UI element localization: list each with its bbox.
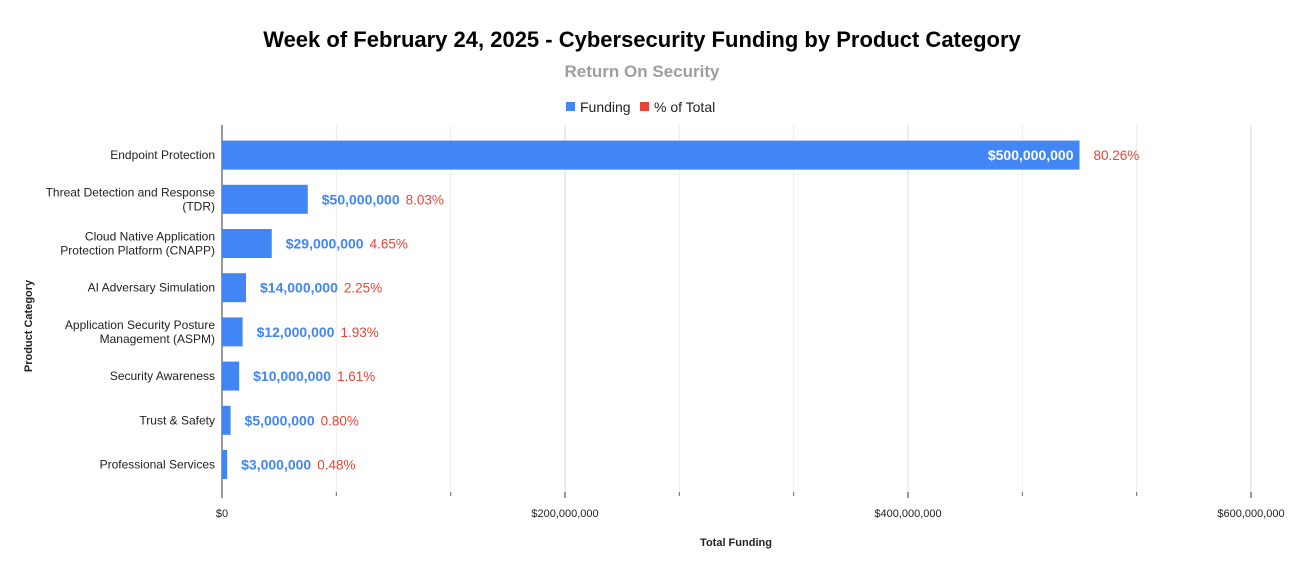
category-label: Trust & Safety bbox=[139, 413, 215, 427]
category-label: (TDR) bbox=[182, 199, 215, 213]
bar-funding bbox=[222, 184, 308, 214]
data-labels: $500,000,000 80.26% $50,000,000 8.03% $29,00… bbox=[241, 147, 1139, 472]
funding-value-label: $14,000,000 bbox=[260, 280, 338, 296]
percent-value-label: 80.26% bbox=[1094, 148, 1140, 163]
category-label: Management (ASPM) bbox=[100, 332, 215, 346]
bar-funding bbox=[222, 317, 243, 347]
bar-funding bbox=[222, 450, 228, 479]
funding-value-label: $500,000,000 bbox=[988, 147, 1074, 163]
funding-value-label: $3,000,000 bbox=[241, 457, 311, 473]
x-tick-labels: $0 $200,000,000 $400,000,000 $600,000,000 bbox=[216, 508, 1285, 520]
legend-label-percent: % of Total bbox=[654, 99, 715, 115]
percent-value-label: 8.03% bbox=[406, 192, 444, 207]
percent-value-label: 0.48% bbox=[317, 458, 355, 473]
x-tick-label: $400,000,000 bbox=[874, 508, 941, 520]
category-label: Endpoint Protection bbox=[110, 148, 215, 162]
bar-funding bbox=[222, 361, 240, 391]
percent-value-label: 4.65% bbox=[370, 237, 408, 252]
legend-swatch-percent bbox=[640, 102, 649, 111]
x-axis-title: Total Funding bbox=[700, 537, 772, 549]
legend-swatch-funding bbox=[566, 102, 575, 111]
funding-value-label: $29,000,000 bbox=[286, 236, 364, 252]
category-label: Protection Platform (CNAPP) bbox=[60, 244, 215, 258]
chart-title: Week of February 24, 2025 - Cybersecurit… bbox=[263, 27, 1021, 52]
bar-funding bbox=[222, 140, 1080, 170]
percent-value-label: 1.61% bbox=[337, 369, 375, 384]
bar-funding bbox=[222, 405, 231, 435]
legend-label-funding: Funding bbox=[580, 99, 631, 115]
category-label: Application Security Posture bbox=[65, 318, 215, 332]
gridlines bbox=[221, 125, 1252, 498]
category-labels: Endpoint Protection Threat Detection and … bbox=[46, 148, 216, 471]
percent-value-label: 1.93% bbox=[340, 325, 378, 340]
percent-value-label: 0.80% bbox=[321, 413, 359, 428]
category-label: Security Awareness bbox=[110, 369, 215, 383]
category-label: Professional Services bbox=[100, 458, 215, 472]
bar-funding bbox=[222, 273, 247, 303]
funding-value-label: $50,000,000 bbox=[322, 191, 400, 207]
bars bbox=[222, 140, 1080, 479]
category-label: Cloud Native Application bbox=[85, 230, 215, 244]
legend: Funding % of Total bbox=[566, 99, 715, 115]
x-tick-label: $600,000,000 bbox=[1217, 508, 1284, 520]
funding-value-label: $12,000,000 bbox=[257, 324, 335, 340]
percent-value-label: 2.25% bbox=[344, 281, 382, 296]
x-tick-label: $200,000,000 bbox=[531, 508, 598, 520]
category-label: AI Adversary Simulation bbox=[88, 281, 215, 295]
chart-subtitle: Return On Security bbox=[565, 62, 720, 81]
y-axis-title: Product Category bbox=[23, 279, 35, 372]
category-label: Threat Detection and Response bbox=[46, 185, 216, 199]
x-tick-label: $0 bbox=[216, 508, 228, 520]
bar-funding bbox=[222, 229, 272, 258]
funding-value-label: $5,000,000 bbox=[245, 412, 315, 428]
funding-value-label: $10,000,000 bbox=[253, 368, 331, 384]
